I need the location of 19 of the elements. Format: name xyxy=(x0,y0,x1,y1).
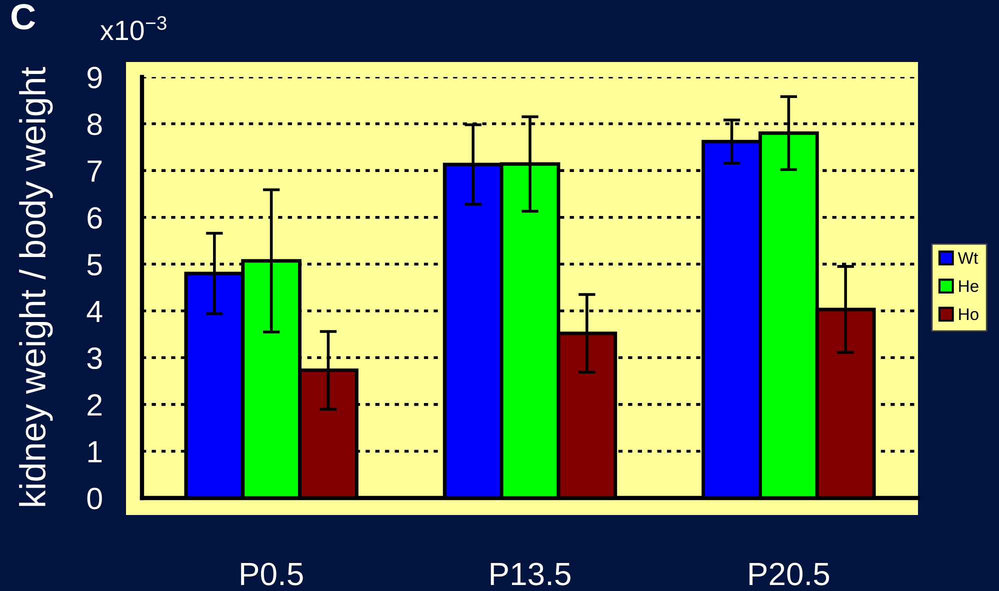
y-axis-title: kidney weight / body weight xyxy=(19,66,53,506)
text: C xyxy=(11,4,36,30)
y-tick-label: 5 xyxy=(87,254,102,276)
x-tick-label: P20.5 xyxy=(750,562,830,586)
y-tick-label: 2 xyxy=(88,394,102,416)
y-tick-label: 1 xyxy=(88,441,102,462)
y-tick-label: 3 xyxy=(87,347,102,370)
y-tick-label: 0 xyxy=(87,488,102,510)
y-tick-label: 7 xyxy=(88,160,102,182)
x-tick-label: P13.5 xyxy=(490,562,570,586)
y-tick-label: 6 xyxy=(88,207,102,229)
legend-label: Ho xyxy=(959,308,978,320)
x-tick-label: P0.5 xyxy=(241,562,303,586)
legend-label: Wt xyxy=(958,252,978,264)
text: x10$^{−3}$ xyxy=(100,16,166,40)
y-tick-label: 9 xyxy=(88,66,102,88)
y-tick-label: 4 xyxy=(86,300,102,322)
y-tick-label: 8 xyxy=(87,114,102,136)
legend-label: He xyxy=(959,280,978,292)
